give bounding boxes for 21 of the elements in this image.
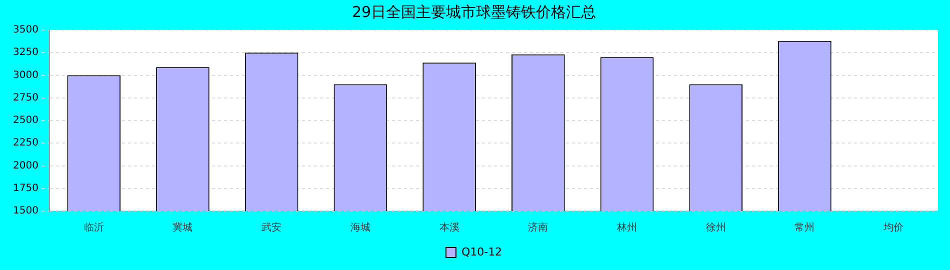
x-tick-label: 冀城	[172, 222, 193, 234]
y-tick-label: 2000	[12, 160, 38, 172]
x-tick-label: 武安	[262, 222, 282, 234]
y-tick-label: 3250	[12, 47, 38, 58]
chart-title: 29日全国主要城市球墨铸铁价格汇总	[352, 2, 596, 21]
y-tick-label: 2250	[12, 138, 38, 149]
y-tick-label: 2750	[12, 92, 38, 104]
x-tick-label: 海城	[350, 222, 370, 234]
x-tick-label: 济南	[528, 222, 548, 234]
y-tick-label: 1750	[12, 182, 38, 194]
y-tick-label: 3500	[12, 24, 38, 36]
x-tick-label: 林州	[616, 222, 638, 234]
x-tick-label: 常州	[794, 222, 815, 234]
y-tick-label: 3000	[12, 70, 38, 81]
x-tick-label: 本溪	[439, 222, 460, 234]
y-tick-label: 2500	[12, 115, 38, 126]
x-tick-label: 临沂	[84, 222, 104, 234]
y-tick-label: 1500	[12, 206, 38, 217]
x-tick-label: 均价	[882, 222, 904, 234]
x-tick-label: 徐州	[706, 222, 726, 234]
legend-label: Q10-12	[461, 245, 502, 258]
